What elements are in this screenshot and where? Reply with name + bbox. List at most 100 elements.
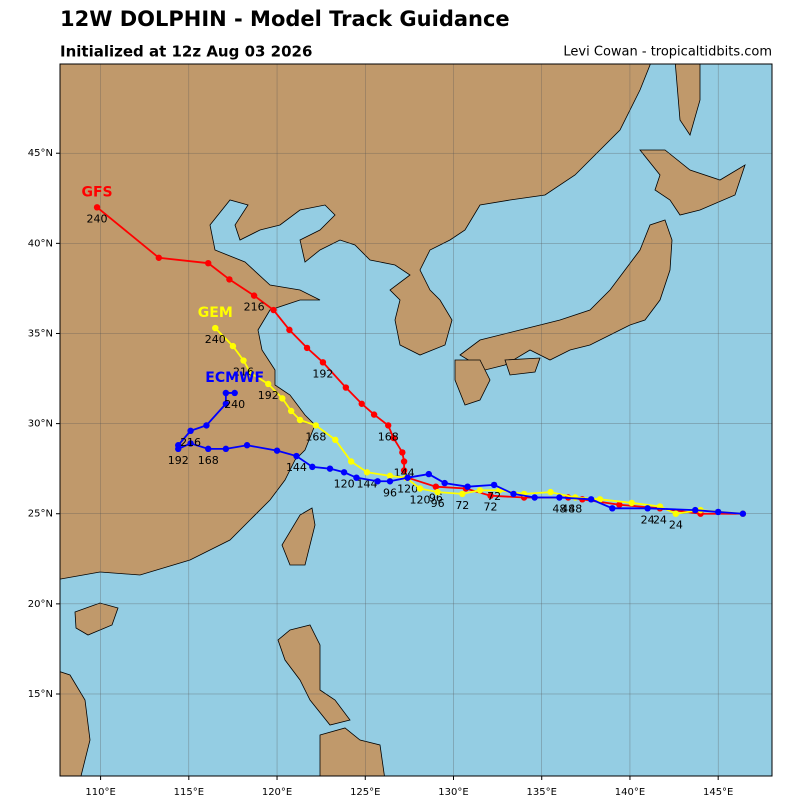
track-point <box>416 485 424 492</box>
track-point <box>441 479 448 487</box>
track-point <box>222 445 230 453</box>
track-point <box>596 496 604 503</box>
hour-label: 168 <box>378 430 399 443</box>
hour-label: 192 <box>312 367 333 380</box>
track-point <box>222 400 230 407</box>
track-point <box>390 434 397 442</box>
track-point <box>363 469 371 476</box>
track-point <box>434 488 441 496</box>
track-point <box>692 506 699 514</box>
track-point <box>293 452 300 460</box>
track-point <box>609 505 616 512</box>
track-point <box>226 276 233 283</box>
track-point <box>353 474 360 481</box>
track-point <box>714 508 722 516</box>
hour-label: 240 <box>224 398 245 411</box>
track-point <box>459 490 466 498</box>
track-point <box>270 306 277 314</box>
track-point <box>739 510 747 517</box>
track-point <box>476 487 484 494</box>
track-point <box>374 478 381 485</box>
track-point <box>273 447 281 454</box>
hour-label: 96 <box>429 492 443 505</box>
track-point <box>510 490 517 498</box>
track-point <box>309 463 316 471</box>
hour-label: 96 <box>383 486 397 499</box>
model-name: GFS <box>81 184 112 200</box>
hour-label: 96 <box>431 497 445 510</box>
track-point <box>222 389 230 397</box>
track-point <box>332 436 339 444</box>
hour-label: 120 <box>409 493 430 506</box>
track-point <box>212 324 219 332</box>
model-name: GEM <box>198 305 233 321</box>
y-tick-label: 15°N <box>28 689 53 700</box>
track-point <box>93 204 101 211</box>
track-point <box>400 467 408 474</box>
hour-label: 120 <box>397 483 418 496</box>
track-point <box>556 494 563 501</box>
model-name: ECMWF <box>205 370 264 386</box>
x-tick-label: 125°E <box>350 787 380 798</box>
hour-label: 120 <box>334 477 355 490</box>
x-tick-label: 140°E <box>615 787 645 798</box>
track-point <box>287 407 295 415</box>
track-point <box>340 469 348 476</box>
track-point <box>286 326 293 334</box>
chart-title: 12W DOLPHIN - Model Track Guidance <box>60 7 510 31</box>
track-point <box>247 369 254 377</box>
chart-subtitle: Initialized at 12z Aug 03 2026 <box>60 43 312 61</box>
y-tick-label: 35°N <box>28 328 53 339</box>
hour-label: 24 <box>653 513 667 526</box>
hour-label: 240 <box>87 212 108 225</box>
track-point <box>672 510 680 517</box>
hour-label: 24 <box>669 519 683 532</box>
hour-label: 168 <box>305 430 326 443</box>
track-point <box>347 458 355 465</box>
track-point <box>175 442 182 449</box>
track-point <box>279 395 286 402</box>
track-point <box>229 342 237 350</box>
y-tick-label: 25°N <box>28 509 53 520</box>
hour-label: 72 <box>484 501 498 514</box>
track-point <box>187 440 194 447</box>
hour-label: 216 <box>233 366 254 379</box>
x-tick-label: 135°E <box>527 787 557 798</box>
track-point <box>296 416 304 424</box>
track-point <box>464 483 471 490</box>
hour-label: 72 <box>487 490 501 503</box>
track-line <box>214 327 743 515</box>
tracks: 24487296120144168192216240GFS24487296120… <box>81 184 747 532</box>
hour-label: 192 <box>258 389 279 402</box>
track-point <box>385 422 392 429</box>
track-point <box>203 422 210 429</box>
track-point <box>312 422 320 429</box>
track-point <box>205 259 212 267</box>
hour-label: 240 <box>205 333 226 346</box>
track-point <box>400 458 408 465</box>
x-tick-label: 130°E <box>438 787 468 798</box>
track-point <box>547 488 554 496</box>
y-tick-label: 40°N <box>28 238 53 249</box>
map-frame <box>59 63 773 777</box>
track-point <box>265 380 272 388</box>
hour-label: 48 <box>552 503 566 516</box>
track-point <box>370 411 378 418</box>
track-point <box>303 344 311 352</box>
x-tick-label: 110°E <box>85 787 115 798</box>
track-point <box>358 400 365 407</box>
hour-label: 144 <box>286 461 307 474</box>
hour-label: 48 <box>568 503 582 516</box>
grid <box>60 64 772 776</box>
track-point <box>587 496 595 503</box>
hour-label: 216 <box>244 301 265 314</box>
track-point <box>487 492 494 499</box>
track-point <box>628 499 635 507</box>
track-point <box>205 445 212 453</box>
track-point <box>425 470 432 478</box>
y-tick-label: 20°N <box>28 599 53 610</box>
y-tick-label: 45°N <box>28 148 53 159</box>
x-tick-label: 120°E <box>262 787 292 798</box>
track-point <box>319 359 327 366</box>
